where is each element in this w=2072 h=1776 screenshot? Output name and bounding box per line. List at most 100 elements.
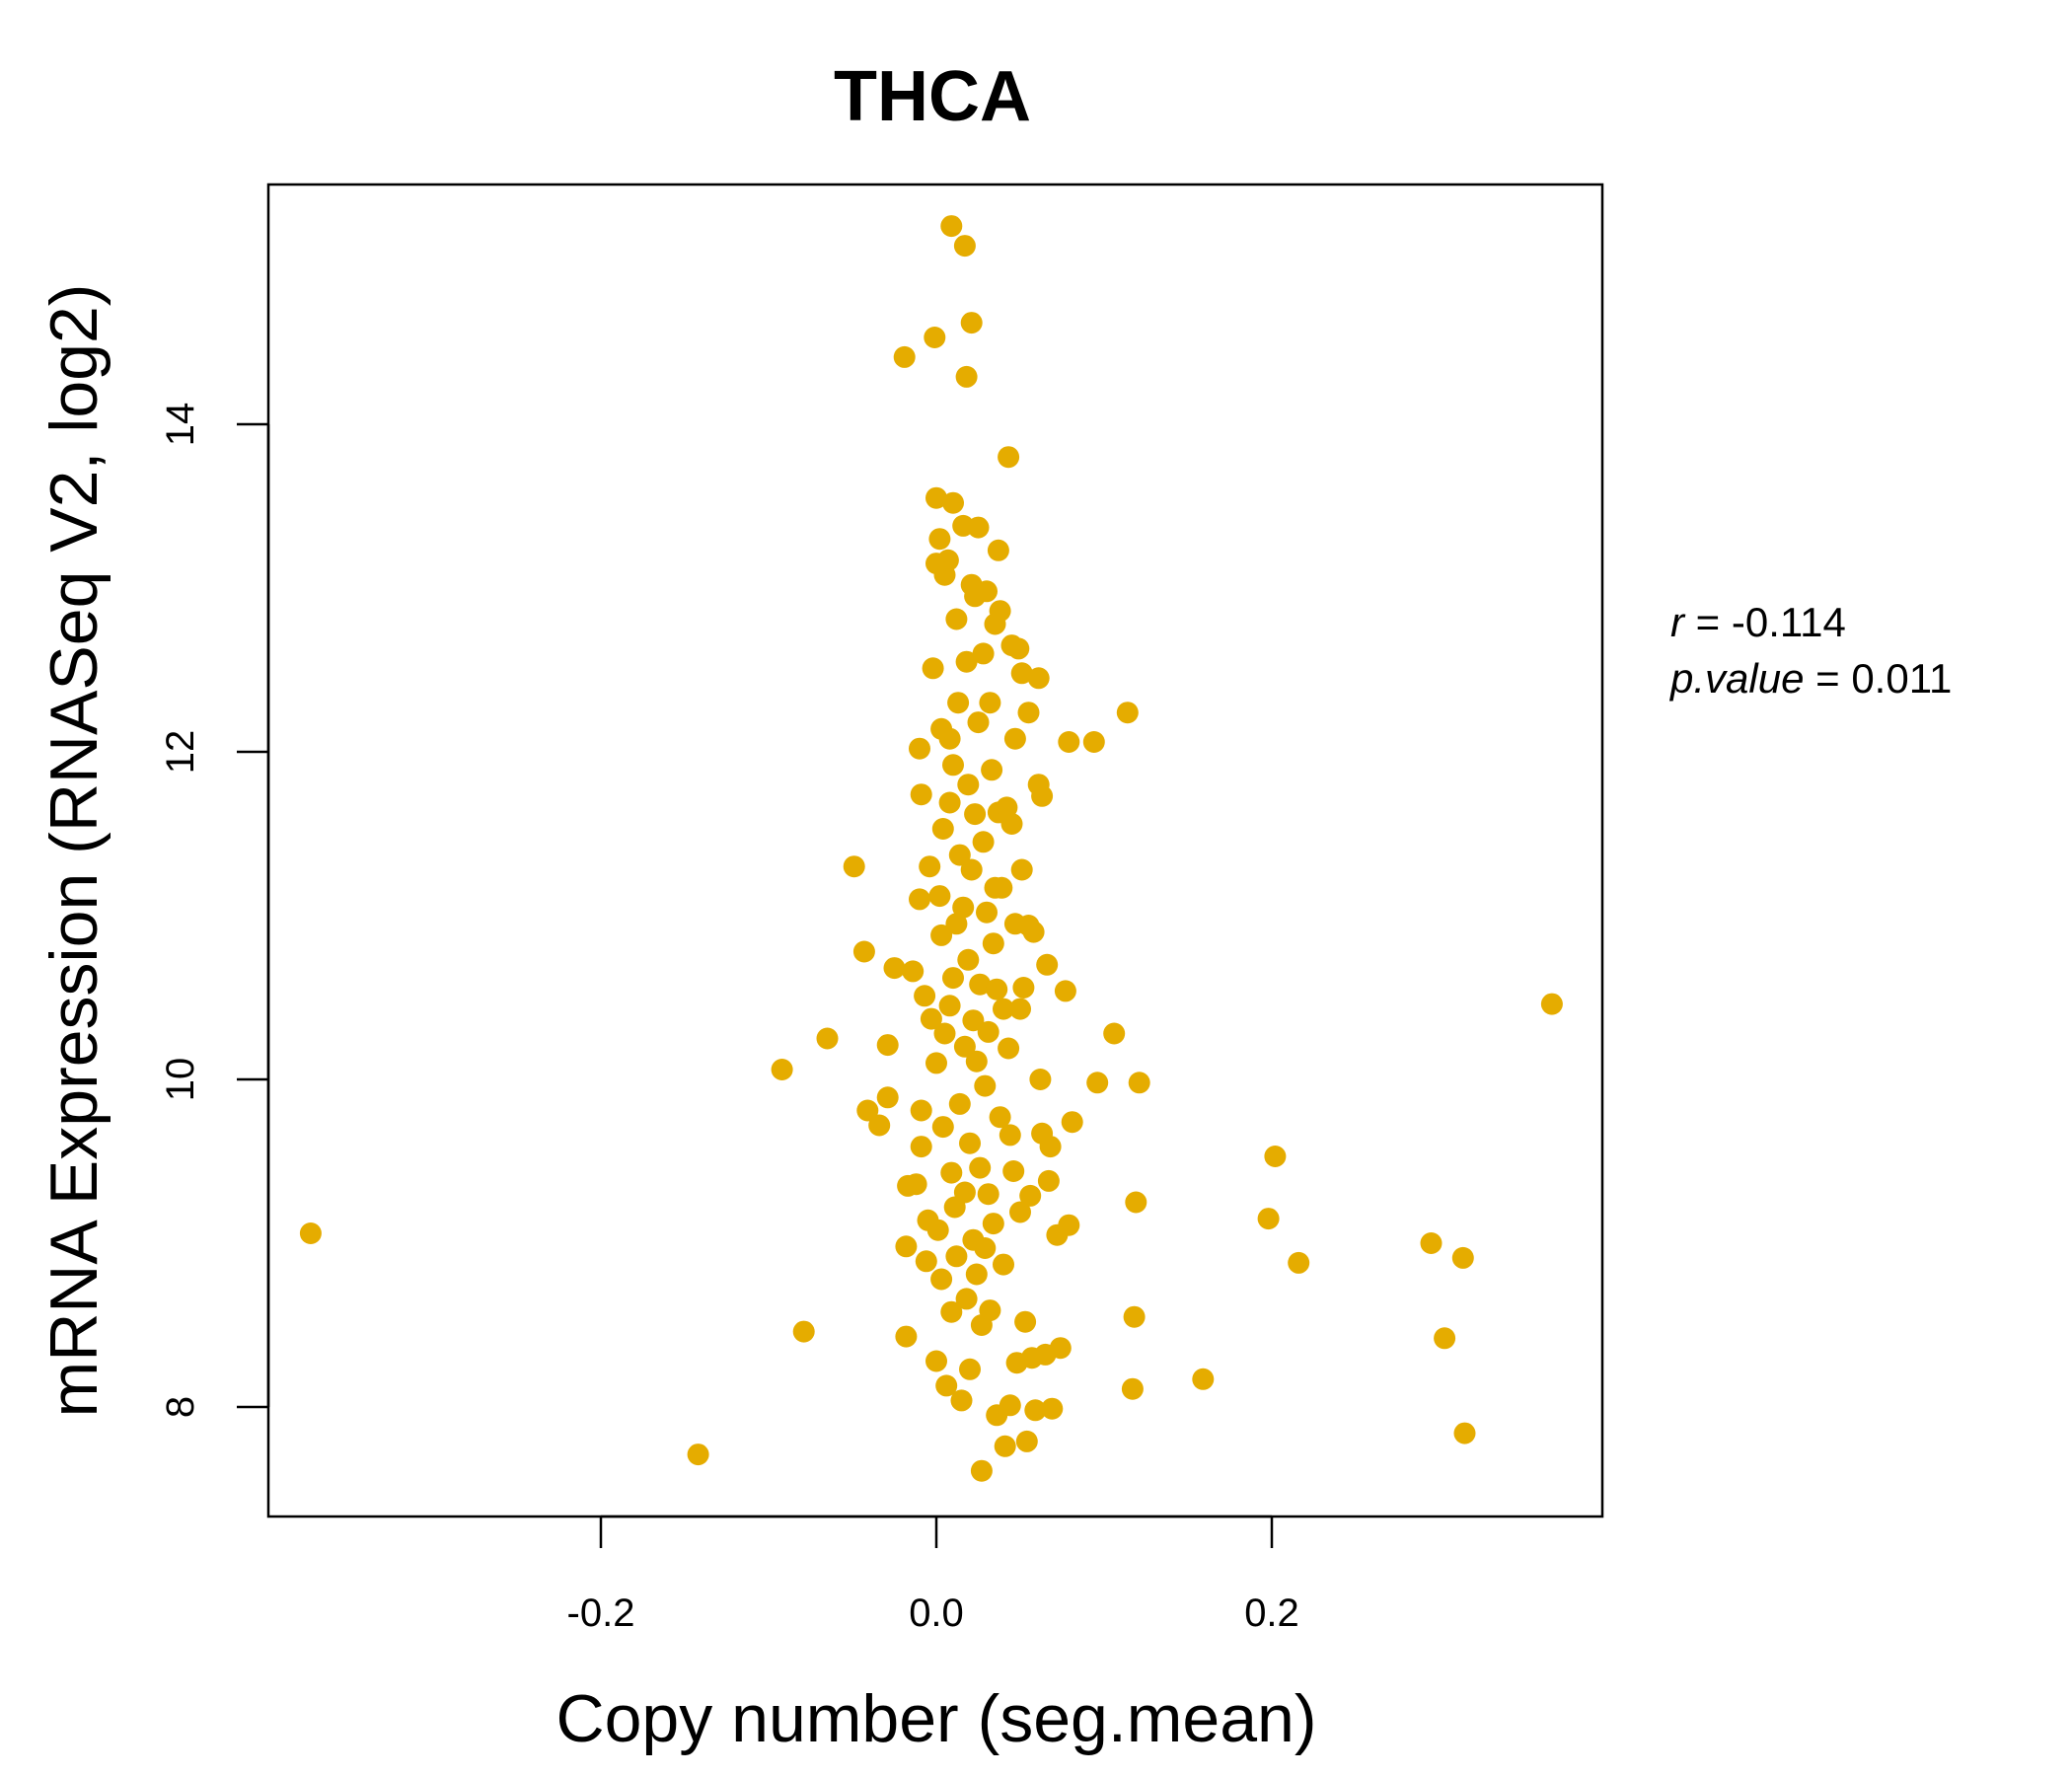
data-point — [957, 948, 980, 971]
data-point — [868, 1114, 891, 1137]
data-point — [914, 985, 936, 1007]
data-point — [972, 642, 995, 665]
correlation-stats: r = -0.114 p.value = 0.011 — [1668, 599, 1952, 702]
data-point — [972, 831, 995, 853]
data-point — [925, 1350, 947, 1372]
data-point — [1082, 731, 1105, 753]
chart-title: THCA — [834, 57, 1031, 136]
r-equals: = — [1696, 599, 1732, 645]
data-point — [953, 1181, 976, 1204]
data-point — [938, 727, 961, 750]
data-point — [936, 549, 959, 571]
data-point — [967, 711, 990, 734]
data-point — [902, 960, 925, 983]
data-point — [998, 1037, 1020, 1060]
data-point — [979, 692, 1001, 714]
data-point — [987, 539, 1009, 561]
x-tick-label: 0.0 — [909, 1591, 964, 1635]
data-point — [960, 312, 983, 334]
data-point — [991, 876, 1013, 899]
data-point — [1128, 1072, 1150, 1094]
data-point — [1010, 662, 1033, 685]
p-value: 0.011 — [1851, 655, 1952, 702]
data-point — [922, 657, 944, 680]
data-point — [977, 1020, 999, 1043]
data-point — [1022, 921, 1045, 943]
data-point — [1036, 953, 1059, 976]
data-point — [299, 1222, 322, 1244]
data-point — [945, 913, 968, 935]
data-point — [938, 995, 961, 1017]
y-axis: 8 10 12 14 — [159, 403, 270, 1418]
data-point — [976, 580, 998, 603]
data-point — [998, 446, 1020, 469]
data-point — [930, 1268, 953, 1291]
data-point — [994, 1435, 1016, 1457]
data-point — [1037, 1169, 1060, 1192]
data-point — [950, 1389, 973, 1412]
plot-frame — [266, 183, 1604, 1518]
data-point — [1007, 637, 1030, 660]
r-label: r — [1670, 599, 1686, 645]
data-point — [930, 924, 953, 946]
data-point — [957, 774, 980, 796]
data-point — [962, 1009, 985, 1032]
data-point — [989, 1106, 1011, 1129]
data-point — [1061, 1111, 1083, 1134]
data-point — [993, 1253, 1014, 1276]
y-tick-label: 12 — [159, 730, 202, 775]
data-point — [982, 1213, 1004, 1235]
data-point — [915, 1250, 937, 1273]
data-point — [1540, 993, 1563, 1015]
data-point — [1121, 1377, 1144, 1400]
r-value: -0.114 — [1732, 599, 1846, 645]
y-tick-label: 10 — [159, 1058, 202, 1102]
data-point — [1000, 813, 1023, 835]
data-point — [919, 855, 941, 878]
data-point — [1453, 1422, 1476, 1444]
data-point — [895, 1235, 918, 1258]
data-point — [920, 1007, 942, 1030]
data-point — [1009, 998, 1031, 1020]
data-point — [1024, 1399, 1047, 1422]
data-point — [1054, 980, 1076, 1002]
points-layer — [299, 215, 1563, 1482]
data-point — [977, 1183, 999, 1206]
data-point — [945, 608, 968, 630]
data-point — [852, 940, 875, 963]
data-point — [953, 235, 976, 258]
data-point — [816, 1027, 839, 1050]
data-point — [1123, 1305, 1146, 1328]
data-point — [1012, 977, 1035, 999]
data-point — [1002, 1160, 1025, 1182]
data-point — [940, 215, 963, 238]
data-point — [1192, 1368, 1215, 1390]
data-point — [1264, 1146, 1287, 1167]
data-point — [1125, 1191, 1147, 1214]
data-point — [970, 1459, 993, 1482]
r-stat: r = -0.114 — [1670, 599, 1846, 645]
data-point — [792, 1320, 815, 1343]
data-point — [965, 1050, 988, 1073]
x-axis-title: Copy number (seg.mean) — [555, 1681, 1316, 1756]
data-point — [969, 973, 992, 996]
data-point — [1103, 1022, 1126, 1045]
data-point — [1058, 731, 1080, 753]
data-point — [856, 1099, 879, 1122]
data-point — [976, 901, 998, 924]
data-point — [1058, 1214, 1080, 1236]
data-point — [999, 1394, 1021, 1417]
data-point — [938, 791, 961, 814]
data-point — [1009, 1201, 1031, 1223]
data-point — [931, 1116, 954, 1139]
data-point — [1288, 1251, 1310, 1274]
data-point — [1015, 1430, 1038, 1452]
data-point — [965, 1263, 988, 1286]
data-point — [928, 885, 951, 908]
data-point — [1019, 1184, 1042, 1207]
data-point — [940, 1300, 963, 1323]
data-point — [1010, 858, 1033, 881]
data-point — [883, 957, 906, 980]
data-point — [1014, 1310, 1037, 1333]
